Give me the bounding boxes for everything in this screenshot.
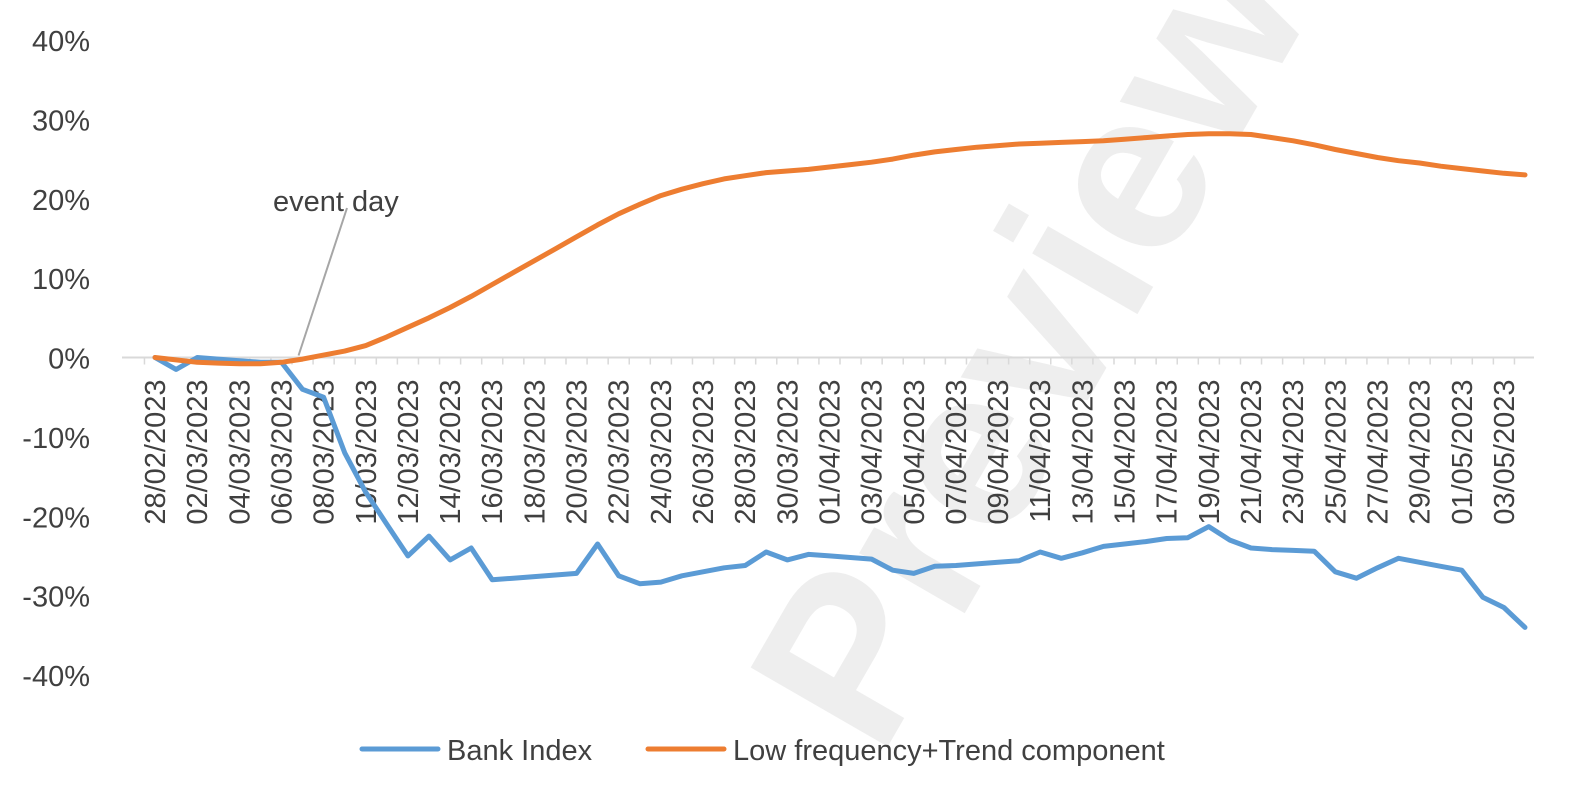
x-tick-label: 23/04/2023	[1278, 380, 1310, 525]
x-tick-label: 06/03/2023	[266, 380, 298, 525]
series-line-low-frequency-trend	[152, 131, 1528, 367]
y-tick-label: -30%	[22, 582, 90, 614]
axes: 40% 30% 20% 10% 0% -10% -20% -30% -40% 28/02/2023…	[22, 26, 1534, 693]
annotation-leader-line	[297, 207, 348, 356]
x-tick-label: 07/04/2023	[941, 380, 973, 525]
y-tick-label: 20%	[32, 185, 90, 217]
x-tick-label: 03/05/2023	[1489, 380, 1521, 525]
y-tick-label: 0%	[48, 344, 90, 376]
x-tick-label: 01/04/2023	[814, 380, 846, 525]
x-tick-label: 05/04/2023	[899, 380, 931, 525]
y-tick-label: -40%	[22, 661, 90, 693]
y-tick-label: 30%	[32, 105, 90, 137]
x-tick-label: 27/04/2023	[1362, 380, 1394, 525]
x-tick-label: 21/04/2023	[1236, 380, 1268, 525]
x-tick-label: 18/03/2023	[519, 380, 551, 525]
x-tick-label: 04/03/2023	[224, 380, 256, 525]
x-tick-label: 20/03/2023	[562, 380, 594, 525]
x-tick-label: 03/04/2023	[857, 380, 889, 525]
x-tick-label: 12/03/2023	[393, 380, 425, 525]
x-tick-label: 25/04/2023	[1320, 380, 1352, 525]
x-tick-label: 29/04/2023	[1405, 380, 1437, 525]
x-tick-label: 28/03/2023	[730, 380, 762, 525]
x-tick-label: 17/04/2023	[1152, 380, 1184, 525]
x-tick-label: 30/03/2023	[772, 380, 804, 525]
x-tick-label: 13/04/2023	[1067, 380, 1099, 525]
x-tick-label: 28/02/2023	[140, 380, 172, 525]
x-tick-label: 11/04/2023	[1025, 380, 1057, 523]
y-tick-label: -10%	[22, 423, 90, 455]
y-tick-label: 40%	[32, 26, 90, 58]
series-group	[152, 131, 1528, 630]
legend-label: Low frequency+Trend component	[733, 735, 1165, 767]
annotation-label: event day	[273, 186, 399, 218]
x-tick-label: 02/03/2023	[182, 380, 214, 525]
legend-label: Bank Index	[447, 735, 593, 767]
annotations: event day	[273, 186, 399, 356]
x-tick-label: 09/04/2023	[983, 380, 1015, 525]
y-tick-label: -20%	[22, 502, 90, 534]
legend: Bank Index Low frequency+Trend component	[359, 735, 1165, 767]
x-tick-label: 22/03/2023	[604, 380, 636, 525]
x-tick-label: 24/03/2023	[646, 380, 678, 525]
x-tick-label: 15/04/2023	[1110, 380, 1142, 525]
x-tick-label: 14/03/2023	[435, 380, 467, 525]
x-tick-label: 26/03/2023	[688, 380, 720, 525]
x-tick-label: 19/04/2023	[1194, 380, 1226, 525]
series-line-bank-index	[152, 355, 1528, 630]
y-tick-label: 10%	[32, 264, 90, 296]
x-tick-label: 01/05/2023	[1447, 380, 1479, 525]
x-tick-label: 16/03/2023	[477, 380, 509, 525]
x-tick-label: 10/03/2023	[351, 380, 383, 525]
